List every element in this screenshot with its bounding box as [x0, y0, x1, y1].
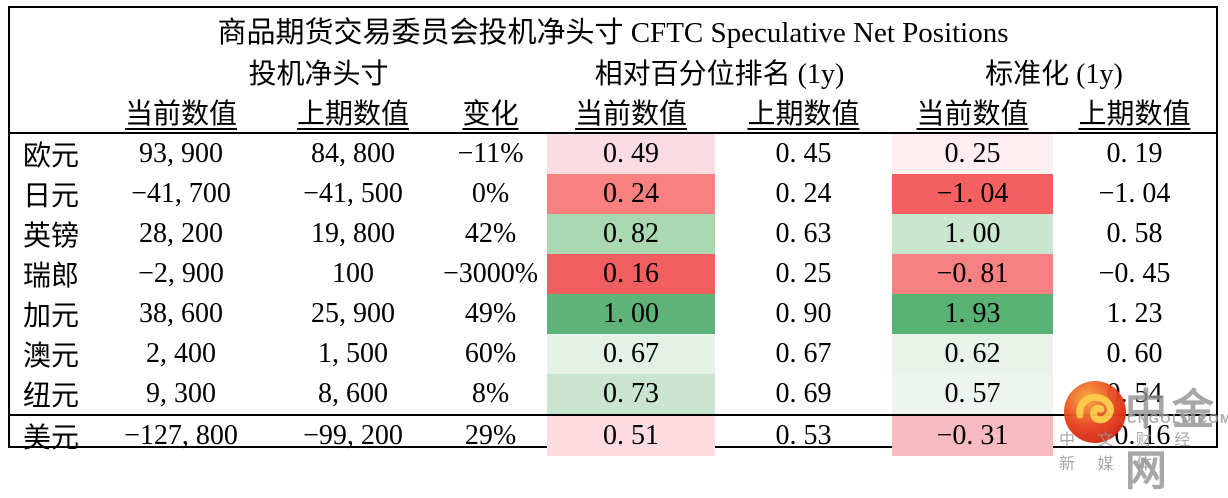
percentile-current-cell: 0. 73	[547, 374, 715, 415]
currency-label: 澳元	[23, 341, 80, 372]
change-value: −11%	[457, 138, 524, 169]
percentile-previous: 0. 63	[775, 218, 832, 249]
current-value: 28, 200	[139, 218, 223, 249]
col-header-previous-3: 上期数值	[1053, 92, 1216, 134]
currency-label: 英镑	[23, 221, 80, 252]
normalized-previous: 0. 54	[1106, 378, 1163, 409]
normalized-current-cell: 0. 57	[892, 374, 1053, 415]
percentile-previous: 0. 25	[775, 258, 832, 289]
group-header-percentile: 相对百分位排名 (1y)	[594, 59, 845, 90]
normalized-current-cell: −1. 04	[892, 174, 1053, 214]
change-value: 29%	[434, 414, 547, 456]
change-value: 0%	[471, 178, 510, 209]
change-value: 60%	[464, 338, 517, 369]
currency-label: 瑞郎	[23, 261, 80, 292]
currency-label: 日元	[23, 181, 80, 212]
previous-value: −99, 200	[272, 414, 434, 456]
normalized-current-cell: 0. 62	[892, 334, 1053, 374]
col-header-change: 变化	[434, 92, 547, 134]
normalized-current-cell: 0. 25	[892, 133, 1053, 174]
current-value: 2, 400	[146, 338, 216, 369]
normalized-previous: 1. 23	[1106, 298, 1163, 329]
table-row-eur: 欧元 93, 900 84, 800 −11% 0. 49 0. 45 0. 2…	[10, 133, 1216, 174]
percentile-current-cell: 1. 00	[547, 294, 715, 334]
previous-value: −41, 500	[303, 178, 403, 209]
current-value: 93, 900	[139, 138, 223, 169]
change-value: −3000%	[442, 258, 539, 289]
col-header-current-3: 当前数值	[892, 92, 1053, 134]
currency-label: 纽元	[23, 381, 80, 412]
col-header-currency	[10, 92, 90, 134]
percentile-previous: 0. 90	[775, 298, 832, 329]
change-value: 8%	[471, 378, 510, 409]
previous-value: 1, 500	[318, 338, 388, 369]
percentile-previous: 0. 24	[775, 178, 832, 209]
percentile-current-cell: 0. 49	[547, 133, 715, 174]
currency-label: 加元	[23, 301, 80, 332]
percentile-previous: 0. 53	[715, 414, 892, 456]
current-value: 9, 300	[146, 378, 216, 409]
normalized-current-cell: −0. 81	[892, 254, 1053, 294]
change-value: 42%	[464, 218, 517, 249]
normalized-current-cell: 1. 00	[892, 214, 1053, 254]
table-row-gbp: 英镑 28, 200 19, 800 42% 0. 82 0. 63 1. 00…	[10, 214, 1216, 254]
previous-value: 25, 900	[311, 298, 395, 329]
page-title: 商品期货交易委员会投机净头寸 CFTC Speculative Net Posi…	[217, 17, 1009, 49]
normalized-previous: 0. 19	[1106, 138, 1163, 169]
percentile-previous: 0. 69	[775, 378, 832, 409]
current-value: −2, 900	[138, 258, 224, 289]
table-row-jpy: 日元 −41, 700 −41, 500 0% 0. 24 0. 24 −1. …	[10, 174, 1216, 214]
cftc-positions-table: 商品期货交易委员会投机净头寸 CFTC Speculative Net Posi…	[10, 8, 1216, 456]
col-header-current-2: 当前数值	[547, 92, 715, 134]
percentile-current-cell: 0. 24	[547, 174, 715, 214]
previous-value: 8, 600	[318, 378, 388, 409]
previous-value: 100	[332, 258, 374, 289]
previous-value: 84, 800	[311, 138, 395, 169]
col-header-previous-1: 上期数值	[272, 92, 434, 134]
table-row-aud: 澳元 2, 400 1, 500 60% 0. 67 0. 67 0. 62 0…	[10, 334, 1216, 374]
col-header-current-1: 当前数值	[90, 92, 272, 134]
normalized-previous: 0. 60	[1106, 338, 1163, 369]
normalized-previous: −1. 04	[1098, 178, 1171, 209]
percentile-current-cell: 0. 51	[547, 414, 715, 456]
percentile-current-cell: 0. 82	[547, 214, 715, 254]
percentile-previous: 0. 67	[775, 338, 832, 369]
currency-label: 美元	[10, 414, 90, 456]
percentile-current-cell: 0. 67	[547, 334, 715, 374]
normalized-previous: −0. 16	[1053, 414, 1216, 456]
group-header-normalized: 标准化 (1y)	[985, 59, 1123, 90]
change-value: 49%	[464, 298, 517, 329]
col-header-previous-2: 上期数值	[715, 92, 892, 134]
table-row-nzd: 纽元 9, 300 8, 600 8% 0. 73 0. 69 0. 57 0.…	[10, 374, 1216, 415]
normalized-current-cell: −0. 31	[892, 414, 1053, 456]
table-row-usd: 美元 −127, 800 −99, 200 29% 0. 51 0. 53 −0…	[10, 414, 1216, 456]
previous-value: 19, 800	[311, 218, 395, 249]
normalized-current-cell: 1. 93	[892, 294, 1053, 334]
normalized-previous: −0. 45	[1098, 258, 1171, 289]
current-value: −127, 800	[90, 414, 272, 456]
percentile-previous: 0. 45	[775, 138, 832, 169]
percentile-current-cell: 0. 16	[547, 254, 715, 294]
cftc-table-frame: 商品期货交易委员会投机净头寸 CFTC Speculative Net Posi…	[8, 6, 1218, 456]
current-value: 38, 600	[139, 298, 223, 329]
group-header-empty	[10, 52, 90, 92]
currency-label: 欧元	[23, 141, 80, 172]
group-header-positions: 投机净头寸	[248, 59, 389, 90]
table-row-chf: 瑞郎 −2, 900 100 −3000% 0. 16 0. 25 −0. 81…	[10, 254, 1216, 294]
current-value: −41, 700	[131, 178, 231, 209]
table-row-cad: 加元 38, 600 25, 900 49% 1. 00 0. 90 1. 93…	[10, 294, 1216, 334]
normalized-previous: 0. 58	[1106, 218, 1163, 249]
